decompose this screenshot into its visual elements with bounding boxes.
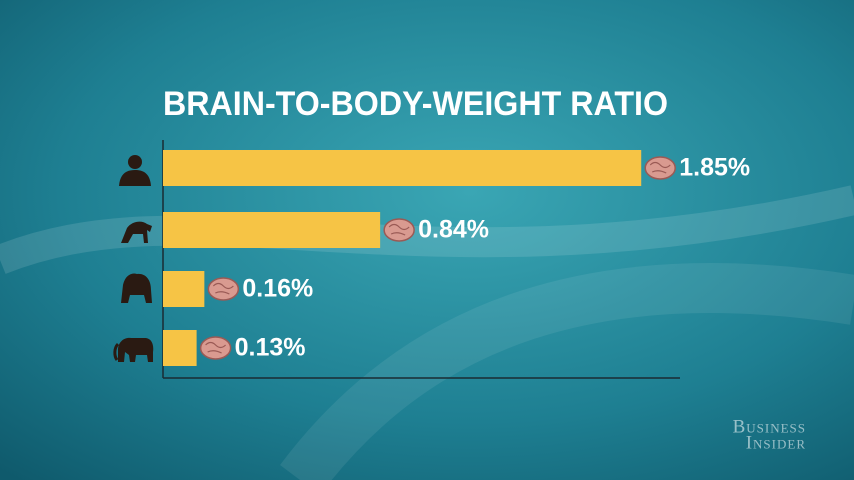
background-streak <box>280 263 854 480</box>
brain-icon <box>205 341 227 354</box>
chart-title: BRAIN-TO-BODY-WEIGHT RATIO <box>163 85 668 123</box>
watermark: Insider <box>746 432 806 453</box>
value-label: 0.84% <box>418 216 489 244</box>
chimp-icon <box>121 221 152 243</box>
human-icon <box>119 155 151 186</box>
bar <box>163 330 197 366</box>
brain-icon <box>212 282 234 295</box>
bar <box>163 271 205 307</box>
value-label: 0.16% <box>242 275 313 303</box>
value-label: 1.85% <box>679 154 750 182</box>
brain-icon <box>388 223 410 236</box>
brain-icon <box>383 218 415 242</box>
bar <box>163 150 642 186</box>
brain-icon <box>199 336 232 360</box>
brain-icon <box>207 277 240 301</box>
brain-icon <box>649 161 671 174</box>
elephant-icon <box>113 337 154 362</box>
bar <box>163 212 381 248</box>
gorilla-icon <box>121 273 152 303</box>
brain-icon <box>644 156 676 180</box>
value-label: 0.13% <box>235 334 306 362</box>
watermark: Business <box>733 416 806 437</box>
